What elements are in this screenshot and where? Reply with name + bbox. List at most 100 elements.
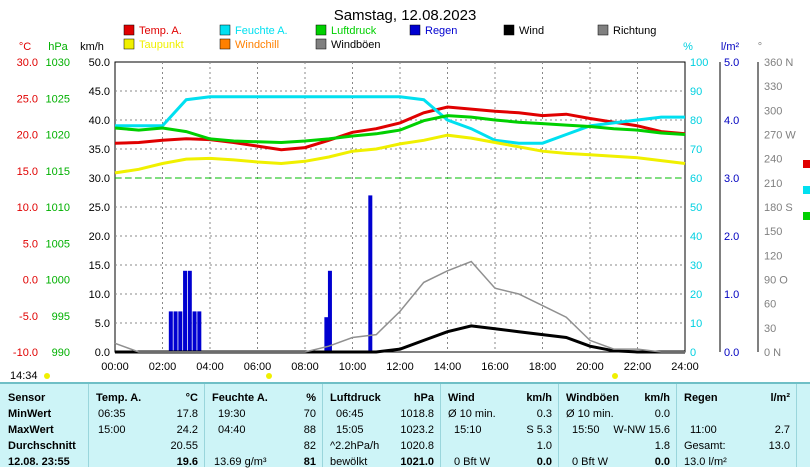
legend-swatch-2 bbox=[316, 25, 326, 35]
wind-tick-6: 20.0 bbox=[89, 231, 110, 243]
wind-tick-10: 0.0 bbox=[95, 347, 110, 359]
rain-max: 2.7 bbox=[775, 424, 790, 436]
axis-unit-2: km/h bbox=[80, 41, 104, 53]
legend-swatch-1 bbox=[220, 25, 230, 35]
row-current: 12.08. 23:55 bbox=[8, 456, 70, 468]
wind-tick-2: 40.0 bbox=[89, 115, 110, 127]
hum-tick-1: 90 bbox=[690, 86, 702, 98]
press-min: 1018.8 bbox=[400, 408, 434, 420]
press-tick-8: 990 bbox=[52, 347, 70, 359]
rain-bar-6 bbox=[197, 311, 201, 352]
legend-swatch-3 bbox=[410, 25, 420, 35]
wind-header: Wind bbox=[448, 392, 475, 404]
hum-current: 81 bbox=[304, 456, 316, 468]
legend-swatch-7 bbox=[220, 39, 230, 49]
legend-label-5: Richtung bbox=[613, 25, 656, 37]
rain-total-label: Gesamt: bbox=[684, 440, 726, 452]
weather-chart: Samstag, 12.08.2023 Temp. A.Feuchte A.Lu… bbox=[0, 0, 810, 370]
hum-tick-5: 50 bbox=[690, 202, 702, 214]
gust-min: 0.0 bbox=[655, 408, 670, 420]
gust-header: Windböen bbox=[566, 392, 619, 404]
rain-tick-1: 4.0 bbox=[724, 115, 739, 127]
legend-swatch-0 bbox=[124, 25, 134, 35]
wind-tick-8: 10.0 bbox=[89, 289, 110, 301]
legend-swatch-8 bbox=[316, 39, 326, 49]
rain-tick-5: 0.0 bbox=[724, 347, 739, 359]
row-max: MaxWert bbox=[8, 424, 54, 436]
press-current: 1021.0 bbox=[400, 456, 434, 468]
press-min-time: 06:45 bbox=[336, 408, 364, 420]
hum-min: 70 bbox=[304, 408, 316, 420]
legend-label-7: Windchill bbox=[235, 39, 279, 51]
wind-tick-0: 50.0 bbox=[89, 57, 110, 69]
sun-marker-1 bbox=[266, 373, 272, 379]
rain-tick-4: 1.0 bbox=[724, 289, 739, 301]
gust-max-time: 15:50 bbox=[572, 424, 600, 436]
temp-avg: 20.55 bbox=[170, 440, 198, 452]
hum-tick-0: 100 bbox=[690, 57, 708, 69]
gust-unit: km/h bbox=[644, 392, 670, 404]
dir-tick-3: 270 W bbox=[764, 130, 796, 142]
legend-swatch-4 bbox=[504, 25, 514, 35]
rain-bar-5 bbox=[193, 311, 197, 352]
gust-avg: 1.8 bbox=[655, 440, 670, 452]
temp-tick-5: 5.0 bbox=[23, 238, 38, 250]
dir-tick-7: 150 bbox=[764, 226, 782, 238]
dir-tick-9: 90 O bbox=[764, 275, 788, 287]
rain-max-time: 11:00 bbox=[690, 424, 717, 436]
sun-marker-2 bbox=[612, 373, 618, 379]
hum-header: Feuchte A. bbox=[212, 392, 268, 404]
dir-tick-5: 210 bbox=[764, 178, 782, 190]
temp-tick-8: -10.0 bbox=[13, 347, 38, 359]
hum-tick-10: 0 bbox=[690, 347, 696, 359]
hum-max: 88 bbox=[304, 424, 316, 436]
gust-max: W-NW 15.6 bbox=[613, 424, 670, 436]
rain-bar-0 bbox=[169, 311, 173, 352]
temp-tick-4: 10.0 bbox=[17, 202, 38, 214]
legend-swatch-5 bbox=[598, 25, 608, 35]
temp-tick-7: -5.0 bbox=[19, 311, 38, 323]
sliver-cyan bbox=[803, 186, 810, 194]
temp-tick-1: 25.0 bbox=[17, 93, 38, 105]
wind-tick-7: 15.0 bbox=[89, 260, 110, 272]
chart-title: Samstag, 12.08.2023 bbox=[334, 7, 477, 24]
temp-unit: °C bbox=[186, 392, 198, 404]
sliver-green bbox=[803, 212, 810, 220]
wind-max-time: 15:10 bbox=[454, 424, 482, 436]
right-legend-sliver bbox=[803, 160, 810, 220]
rain-bar-4 bbox=[188, 271, 192, 352]
rain-tick-2: 3.0 bbox=[724, 173, 739, 185]
rain-bar-3 bbox=[183, 271, 187, 352]
dir-tick-4: 240 bbox=[764, 154, 782, 166]
wind-current: 0.0 bbox=[537, 456, 552, 468]
hum-tick-8: 20 bbox=[690, 289, 702, 301]
hum-max-time: 04:40 bbox=[218, 424, 246, 436]
temp-min: 17.8 bbox=[177, 408, 198, 420]
hum-abs: 13.69 g/m³ bbox=[214, 456, 267, 468]
wind-tick-9: 5.0 bbox=[95, 318, 110, 330]
press-max: 1023.2 bbox=[400, 424, 434, 436]
dir-tick-2: 300 bbox=[764, 105, 782, 117]
col-sensor: Sensor MinWert MaxWert Durchschnitt 12.0… bbox=[0, 384, 89, 467]
sunrise-time: 14:34 bbox=[10, 370, 38, 382]
rain-total: 13.0 bbox=[769, 440, 790, 452]
dir-tick-8: 120 bbox=[764, 250, 782, 262]
hum-tick-7: 30 bbox=[690, 260, 702, 272]
temp-tick-6: 0.0 bbox=[23, 275, 38, 287]
dir-tick-0: 360 N bbox=[764, 57, 793, 69]
temp-tick-3: 15.0 bbox=[17, 166, 38, 178]
temp-tick-0: 30.0 bbox=[17, 57, 38, 69]
axis-unit-3: % bbox=[683, 41, 693, 53]
press-tick-5: 1005 bbox=[46, 238, 70, 250]
legend-label-6: Taupunkt bbox=[139, 39, 184, 51]
rain-unit: l/m² bbox=[770, 392, 790, 404]
rain-bar-8 bbox=[328, 271, 332, 352]
axis-unit-4: l/m² bbox=[721, 41, 740, 53]
rain-bar-2 bbox=[178, 311, 182, 352]
